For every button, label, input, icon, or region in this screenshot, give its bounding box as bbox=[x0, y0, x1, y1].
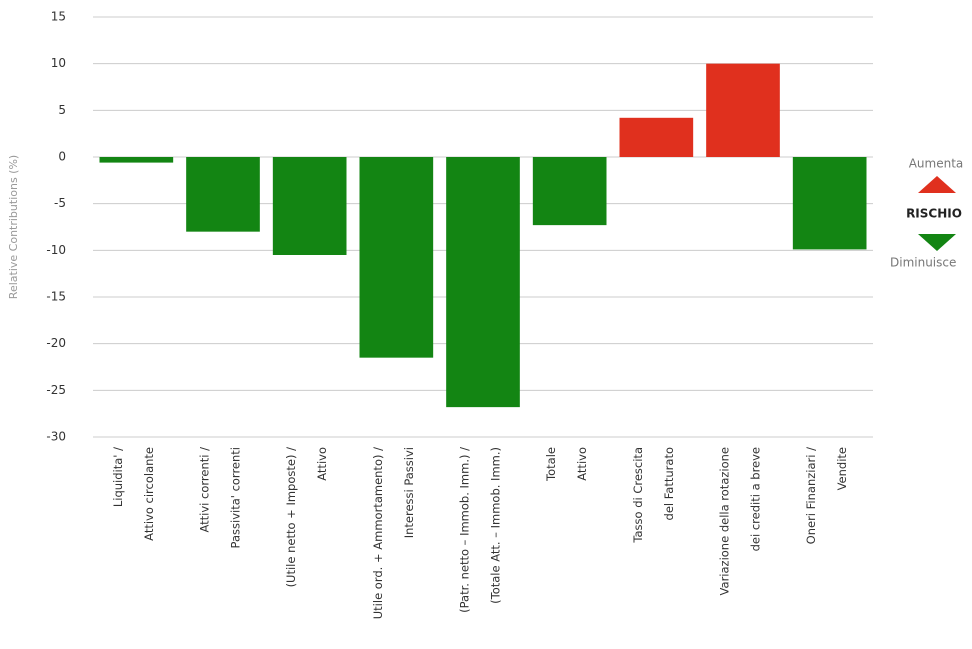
x-tick-label: dei crediti a breve bbox=[749, 447, 763, 551]
x-tick-label: Attivi correnti / bbox=[198, 447, 212, 533]
legend-down-label: Diminuisce bbox=[890, 256, 956, 270]
y-tick-label: 10 bbox=[51, 56, 66, 70]
x-tick-label: (Utile netto + Imposte) / bbox=[284, 447, 298, 588]
y-tick-label: -15 bbox=[46, 290, 66, 304]
x-tick-label: Utile ord. + Ammortamento) / bbox=[371, 447, 385, 619]
legend-up-icon bbox=[918, 176, 956, 193]
bar bbox=[186, 157, 260, 232]
y-tick-label: -5 bbox=[54, 196, 66, 210]
x-tick-label: Oneri Finanziari / bbox=[804, 447, 818, 544]
y-tick-label: -30 bbox=[46, 430, 66, 444]
bar bbox=[272, 157, 347, 255]
bar bbox=[706, 63, 780, 157]
legend-title: RISCHIO bbox=[906, 207, 962, 221]
x-tick-label: Tasso di Crescita bbox=[631, 447, 645, 544]
x-tick-label: Interessi Passivi bbox=[402, 447, 416, 538]
legend-down-icon bbox=[918, 234, 956, 251]
x-tick-label: Vendite bbox=[835, 447, 849, 490]
x-tick-label: Attivo bbox=[575, 447, 589, 481]
y-tick-label: -25 bbox=[46, 383, 66, 397]
bar bbox=[532, 157, 607, 226]
y-tick-label: -20 bbox=[46, 336, 66, 350]
bar bbox=[446, 157, 520, 408]
y-tick-label: -10 bbox=[46, 243, 66, 257]
legend-up-label: Aumenta bbox=[909, 157, 964, 171]
bar bbox=[99, 157, 174, 163]
y-tick-label: 15 bbox=[51, 10, 66, 24]
y-tick-label: 5 bbox=[58, 103, 66, 117]
x-tick-label: Passivita' correnti bbox=[229, 447, 243, 548]
x-tick-label: del Fatturato bbox=[662, 447, 676, 520]
y-tick-label: 0 bbox=[58, 150, 66, 164]
x-tick-label: Attivo bbox=[315, 447, 329, 481]
bar bbox=[792, 157, 867, 250]
x-tick-label: (Patr. netto – Immob. Imm.) / bbox=[458, 447, 472, 613]
x-tick-label: Liquidita' / bbox=[111, 447, 125, 507]
bar bbox=[359, 157, 434, 358]
y-axis-label: Relative Contributions (%) bbox=[7, 155, 20, 299]
x-tick-label: Variazione della rotazione bbox=[718, 447, 732, 595]
x-tick-label: (Totale Att. – Immob. Imm.) bbox=[489, 447, 503, 604]
x-tick-label: Totale bbox=[544, 447, 558, 482]
x-tick-label: Attivo circolante bbox=[142, 447, 156, 541]
bar bbox=[619, 117, 694, 157]
